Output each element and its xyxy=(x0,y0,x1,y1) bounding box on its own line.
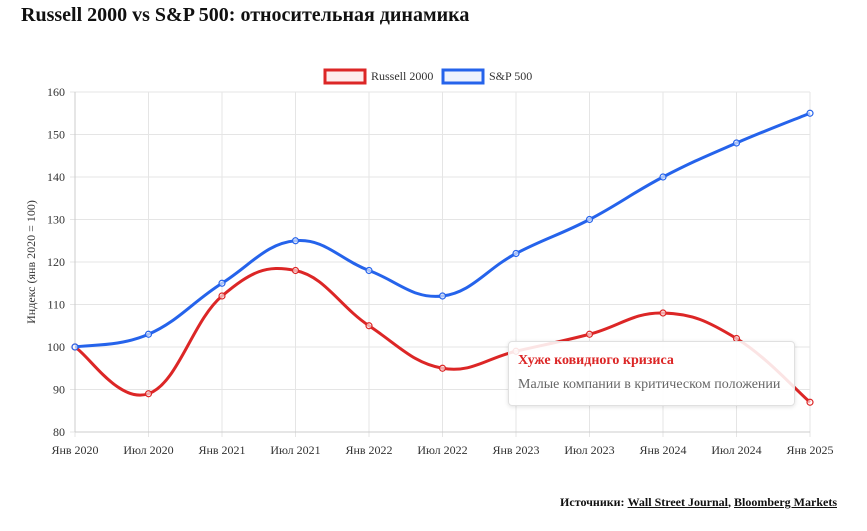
y-tick-label: 120 xyxy=(47,255,65,269)
x-tick-label: Янв 2025 xyxy=(786,443,833,457)
data-point xyxy=(218,292,226,300)
source-link-wsj[interactable]: Wall Street Journal xyxy=(627,495,729,509)
data-point xyxy=(291,237,300,245)
y-tick-label: 160 xyxy=(47,85,65,99)
x-tick-label: Июл 2020 xyxy=(123,443,173,457)
y-tick-label: 140 xyxy=(47,170,65,184)
annotation-tooltip: Хуже ковидного кризиса Малые компании в … xyxy=(508,341,795,406)
legend-label: Russell 2000 xyxy=(371,69,433,83)
y-tick-label: 80 xyxy=(53,425,65,439)
legend-swatch xyxy=(441,68,485,85)
data-point xyxy=(365,322,373,330)
y-tick-label: 100 xyxy=(47,340,65,354)
x-tick-label: Июл 2022 xyxy=(417,443,467,457)
x-tick-label: Янв 2022 xyxy=(345,443,392,457)
data-point xyxy=(512,249,520,258)
source-link-bloomberg[interactable]: Bloomberg Markets xyxy=(734,495,837,509)
data-point xyxy=(144,330,153,338)
y-tick-label: 90 xyxy=(53,383,65,397)
separator: , xyxy=(728,495,732,509)
y-axis-label: Индекс (янв 2020 = 100) xyxy=(24,200,38,324)
chart-title: Russell 2000 vs S&P 500: относительная д… xyxy=(21,4,470,26)
x-tick-label: Июл 2024 xyxy=(711,443,761,457)
data-point xyxy=(71,343,79,351)
data-point xyxy=(732,139,741,147)
data-point xyxy=(438,292,447,300)
x-tick-label: Июл 2023 xyxy=(564,443,614,457)
y-tick-label: 150 xyxy=(47,128,65,142)
series-line-russell2000 xyxy=(74,267,811,404)
data-point xyxy=(585,215,594,224)
data-point xyxy=(144,390,153,398)
sources-label: Источники: xyxy=(560,495,625,509)
x-tick-label: Янв 2020 xyxy=(51,443,98,457)
y-tick-label: 110 xyxy=(47,298,65,312)
x-tick-label: Янв 2024 xyxy=(639,443,686,457)
tooltip-title: Хуже ковидного кризиса xyxy=(518,353,674,368)
data-point xyxy=(291,266,300,275)
data-point xyxy=(806,398,814,406)
sources-footer: Источники: Wall Street Journal, Bloomber… xyxy=(560,495,837,510)
legend-swatch xyxy=(323,68,367,85)
data-point xyxy=(218,279,226,287)
data-point xyxy=(365,266,373,275)
data-point xyxy=(585,330,594,338)
y-tick-label: 130 xyxy=(47,213,65,227)
x-tick-label: Июл 2021 xyxy=(270,443,320,457)
data-point xyxy=(659,173,667,181)
legend-label: S&P 500 xyxy=(489,69,532,83)
data-point xyxy=(659,309,667,317)
data-point xyxy=(438,364,447,372)
x-tick-label: Янв 2021 xyxy=(198,443,245,457)
data-point xyxy=(806,109,814,117)
tooltip-body: Малые компании в критическом положении xyxy=(518,377,781,392)
x-tick-label: Янв 2023 xyxy=(492,443,539,457)
